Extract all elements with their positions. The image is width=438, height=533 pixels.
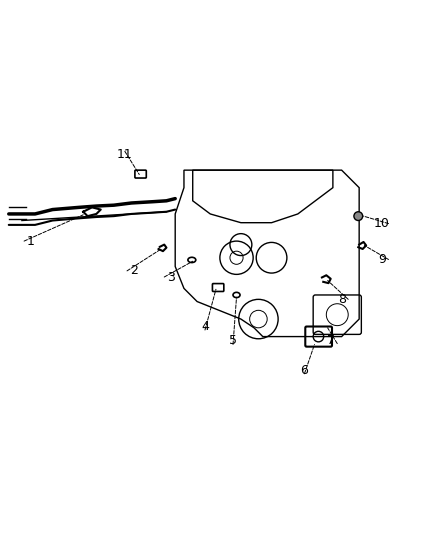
Text: 10: 10 <box>374 217 390 230</box>
Text: 9: 9 <box>378 253 386 266</box>
Text: 5: 5 <box>229 335 237 348</box>
Text: 3: 3 <box>167 271 175 284</box>
Text: 8: 8 <box>338 293 346 306</box>
Text: 6: 6 <box>300 364 308 377</box>
Circle shape <box>354 212 363 221</box>
Text: 2: 2 <box>130 264 138 277</box>
Text: 4: 4 <box>201 320 209 333</box>
Text: 1: 1 <box>27 235 35 248</box>
Text: 7: 7 <box>327 334 335 346</box>
Text: 11: 11 <box>117 148 133 161</box>
